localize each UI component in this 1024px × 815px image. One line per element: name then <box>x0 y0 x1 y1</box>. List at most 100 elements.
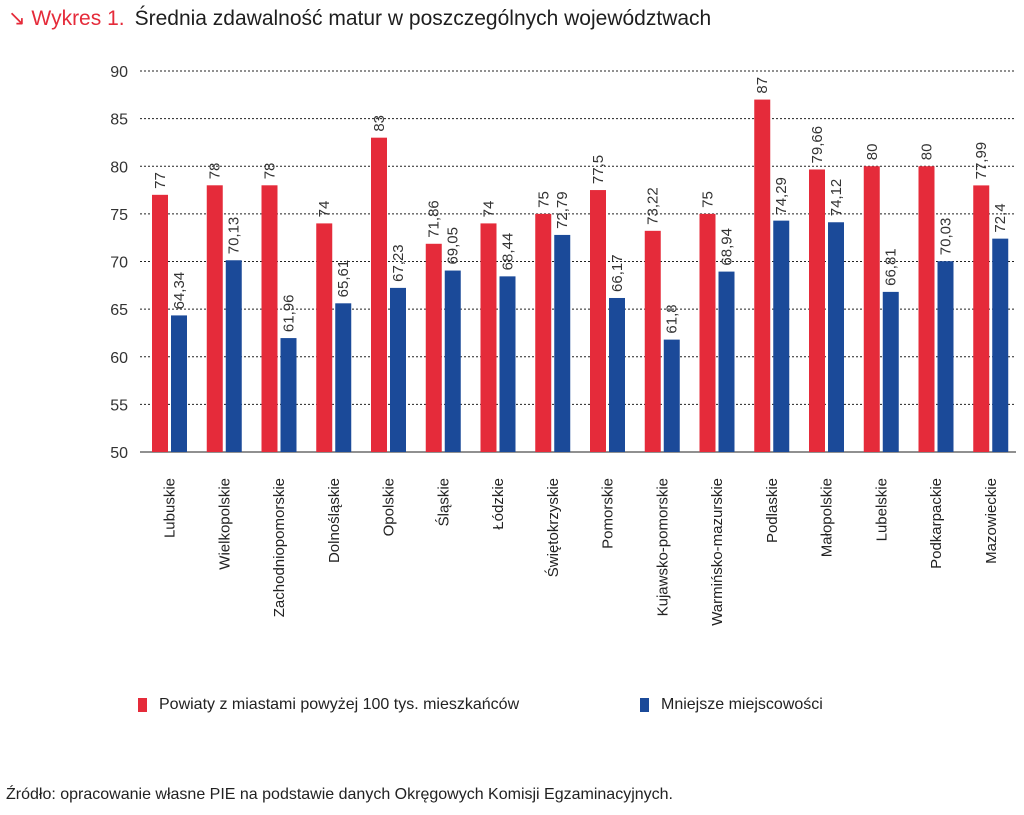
bar-cities <box>261 185 278 453</box>
data-label: 68,94 <box>719 228 736 266</box>
data-label: 75 <box>700 191 717 208</box>
category-label: Dolnośląskie <box>326 478 343 563</box>
legend-swatch-red <box>138 698 147 712</box>
data-label: 74 <box>481 201 498 218</box>
legend-label-cities: Powiaty z miastami powyżej 100 tys. mies… <box>159 696 520 713</box>
chart-header: ↘ Wykres 1. Średnia zdawalność matur w p… <box>8 6 711 36</box>
legend-label-smaller: Mniejsze miejscowości <box>661 696 823 713</box>
category-label: Podlaskie <box>764 478 781 543</box>
data-label: 73,22 <box>645 187 662 225</box>
category-label: Mazowieckie <box>983 478 1000 564</box>
bar-cities <box>590 190 606 452</box>
data-label: 69,05 <box>445 227 462 265</box>
bar-smaller <box>609 297 625 452</box>
data-label: 72,4 <box>992 203 1009 232</box>
category-label: Pomorskie <box>600 478 617 549</box>
y-tick-label: 90 <box>110 64 128 81</box>
data-label: 61,8 <box>664 304 681 333</box>
bar-smaller <box>828 222 844 452</box>
bar-cities <box>754 99 771 452</box>
bar-cities <box>863 166 880 452</box>
bar-cities <box>480 223 497 452</box>
category-label: Wielkopolskie <box>216 478 233 570</box>
bar-cities <box>644 230 661 452</box>
category-label: Świętokrzyskie <box>544 478 562 577</box>
bar-cities <box>371 137 387 453</box>
data-label: 74,12 <box>828 179 845 217</box>
category-label: Warmińsko-mazurskie <box>709 478 726 626</box>
legend-swatch-blue <box>640 698 649 712</box>
data-label: 65,61 <box>335 260 352 298</box>
bar-cities <box>973 185 990 452</box>
data-label: 72,79 <box>554 191 571 229</box>
bar-cities <box>699 213 716 452</box>
data-label: 77,5 <box>590 155 607 184</box>
data-label: 80 <box>864 144 881 161</box>
category-label: Śląskie <box>434 478 452 526</box>
bar-smaller <box>663 339 680 452</box>
data-label: 66,17 <box>609 254 626 292</box>
bar-cities <box>425 243 442 452</box>
bar-smaller <box>773 220 790 452</box>
data-label: 80 <box>919 144 936 161</box>
data-label: 74 <box>316 201 333 218</box>
bar-chart: 50 55 60 65 70 75 80 85 90 77 64,34 Lubuskie 78 70,13… <box>110 64 1016 626</box>
category-label: Łódzkie <box>490 478 507 530</box>
data-label: 64,34 <box>171 272 188 310</box>
category-label: Opolskie <box>381 478 398 536</box>
data-label: 74,29 <box>773 177 790 215</box>
data-label: 87 <box>754 77 771 94</box>
category-label: Małopolskie <box>819 478 836 557</box>
bar-smaller <box>390 287 406 452</box>
data-label: 79,66 <box>809 126 826 164</box>
bar-smaller <box>225 260 242 452</box>
category-label: Zachodniopomorskie <box>271 478 288 617</box>
chart-title: Średnia zdawalność matur w poszczególnyc… <box>134 7 712 30</box>
y-tick-label: 60 <box>110 350 128 367</box>
category-label: Kujawsko-pomorskie <box>654 478 671 616</box>
data-label: 61,96 <box>281 295 298 333</box>
bar-cities <box>152 194 168 452</box>
data-label: 67,23 <box>390 244 407 282</box>
y-tick-label: 70 <box>110 255 128 272</box>
source-note: Źródło: opracowanie własne PIE na podsta… <box>6 786 673 803</box>
bar-cities <box>535 213 552 452</box>
data-label: 77,99 <box>973 142 990 180</box>
y-tick-label: 50 <box>110 445 128 462</box>
bar-smaller <box>171 315 187 452</box>
legend-item-cities: Powiaty z miastami powyżej 100 tys. mies… <box>138 696 519 714</box>
category-label: Podkarpackie <box>928 478 945 569</box>
data-label: 70,13 <box>226 217 243 255</box>
bar-smaller <box>499 276 516 452</box>
category-label: Lubuskie <box>162 478 179 538</box>
bar-cities <box>918 166 935 452</box>
bar-smaller <box>554 234 571 452</box>
data-label: 70,03 <box>938 218 955 256</box>
y-tick-label: 65 <box>110 302 128 319</box>
data-label: 78 <box>262 163 279 180</box>
data-label: 71,86 <box>426 200 443 238</box>
legend: Powiaty z miastami powyżej 100 tys. mies… <box>0 696 1024 720</box>
bar-smaller <box>335 303 352 452</box>
legend-item-smaller: Mniejsze miejscowości <box>640 696 823 714</box>
bar-smaller <box>280 338 297 452</box>
data-label: 68,44 <box>500 233 517 271</box>
y-tick-label: 75 <box>110 207 128 224</box>
bar-cities <box>809 169 825 452</box>
data-label: 75 <box>535 191 552 208</box>
bar-smaller <box>444 270 461 452</box>
bar-smaller <box>937 261 954 452</box>
bar-smaller <box>992 238 1009 452</box>
data-label: 83 <box>371 115 388 132</box>
y-tick-label: 85 <box>110 112 128 129</box>
data-label: 78 <box>207 163 224 180</box>
bar-smaller <box>882 291 899 452</box>
y-tick-label: 80 <box>110 159 128 176</box>
category-label: Lubelskie <box>873 478 890 541</box>
bar-smaller <box>718 271 735 452</box>
bar-cities <box>206 185 223 453</box>
data-label: 77 <box>152 172 169 189</box>
data-label: 66,81 <box>883 248 900 286</box>
figure-label: ↘ Wykres 1. <box>8 7 125 30</box>
y-tick-label: 55 <box>110 397 128 414</box>
